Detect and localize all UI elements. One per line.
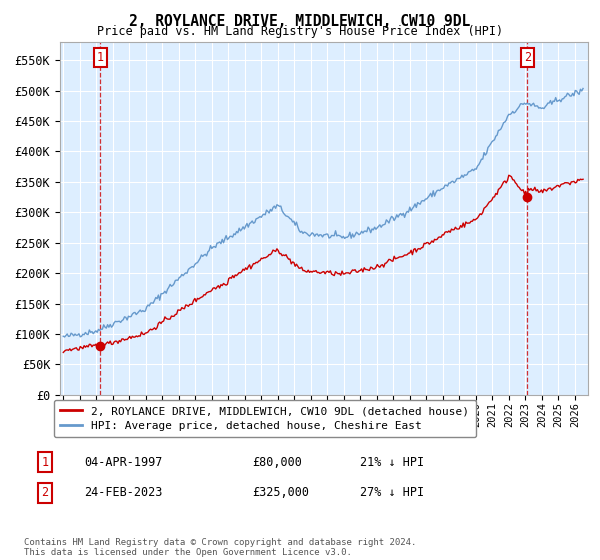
Text: 2, ROYLANCE DRIVE, MIDDLEWICH, CW10 9DL: 2, ROYLANCE DRIVE, MIDDLEWICH, CW10 9DL xyxy=(130,14,470,29)
Text: Contains HM Land Registry data © Crown copyright and database right 2024.
This d: Contains HM Land Registry data © Crown c… xyxy=(24,538,416,557)
Text: 1: 1 xyxy=(97,51,104,64)
Text: 04-APR-1997: 04-APR-1997 xyxy=(84,455,163,469)
Text: £80,000: £80,000 xyxy=(252,455,302,469)
Text: 21% ↓ HPI: 21% ↓ HPI xyxy=(360,455,424,469)
Legend: 2, ROYLANCE DRIVE, MIDDLEWICH, CW10 9DL (detached house), HPI: Average price, de: 2, ROYLANCE DRIVE, MIDDLEWICH, CW10 9DL … xyxy=(53,400,476,437)
Text: Price paid vs. HM Land Registry's House Price Index (HPI): Price paid vs. HM Land Registry's House … xyxy=(97,25,503,38)
Text: 2: 2 xyxy=(524,51,531,64)
Text: 27% ↓ HPI: 27% ↓ HPI xyxy=(360,486,424,500)
Text: 2: 2 xyxy=(41,486,49,500)
Text: 24-FEB-2023: 24-FEB-2023 xyxy=(84,486,163,500)
Text: 1: 1 xyxy=(41,455,49,469)
Text: £325,000: £325,000 xyxy=(252,486,309,500)
